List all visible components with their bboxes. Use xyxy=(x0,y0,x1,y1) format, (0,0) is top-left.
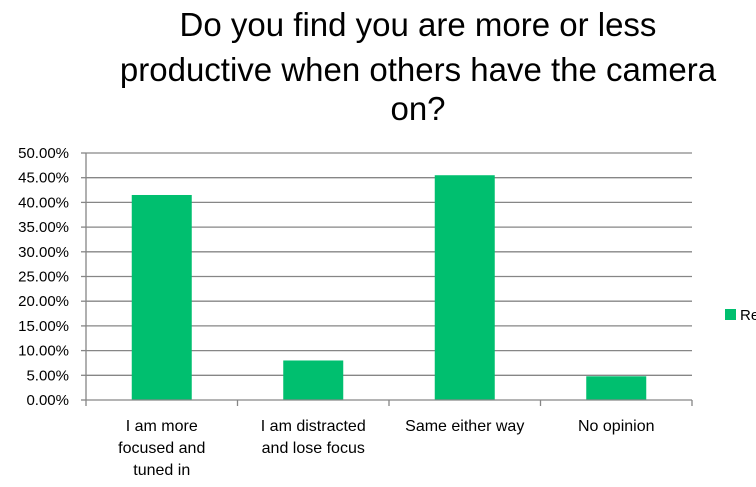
y-tick-label: 40.00% xyxy=(18,194,69,211)
chart-title-line: productive when others have the camera xyxy=(120,51,717,88)
y-tick-label: 35.00% xyxy=(18,219,69,236)
y-tick-label: 5.00% xyxy=(26,367,69,384)
legend: Re xyxy=(725,307,756,324)
category-label: focused and xyxy=(118,440,205,457)
y-tick-label: 15.00% xyxy=(18,318,69,335)
category-label: I am more xyxy=(126,418,198,435)
y-tick-label: 20.00% xyxy=(18,293,69,310)
chart-title-line: Do you find you are more or less xyxy=(180,6,657,43)
legend-label: Re xyxy=(740,307,756,324)
legend-swatch xyxy=(725,309,736,320)
category-label: tuned in xyxy=(133,462,190,479)
y-axis-tick-labels: 0.00% 5.00% 10.00% 15.00% 20.00% 25.00% 30.00%… xyxy=(18,145,69,409)
bar xyxy=(586,376,647,400)
bar xyxy=(283,360,344,400)
y-tick-label: 25.00% xyxy=(18,269,69,286)
bar xyxy=(434,175,495,400)
y-tick-label: 45.00% xyxy=(18,170,69,187)
x-axis xyxy=(85,399,693,406)
category-label: No opinion xyxy=(578,418,655,435)
category-label: and lose focus xyxy=(262,440,365,457)
x-axis-category-labels: I am more focused and tuned in I am distrac… xyxy=(118,418,654,479)
chart-title-line: on? xyxy=(390,90,445,127)
category-label: I am distracted xyxy=(261,418,366,435)
category-label: Same either way xyxy=(405,418,524,435)
y-tick-label: 0.00% xyxy=(26,392,69,409)
bar xyxy=(131,194,192,400)
chart-title: Do you find you are more or less producti… xyxy=(120,6,717,127)
y-tick-label: 50.00% xyxy=(18,145,69,162)
y-tick-label: 30.00% xyxy=(18,244,69,261)
y-tick-label: 10.00% xyxy=(18,343,69,360)
bars xyxy=(131,175,647,400)
